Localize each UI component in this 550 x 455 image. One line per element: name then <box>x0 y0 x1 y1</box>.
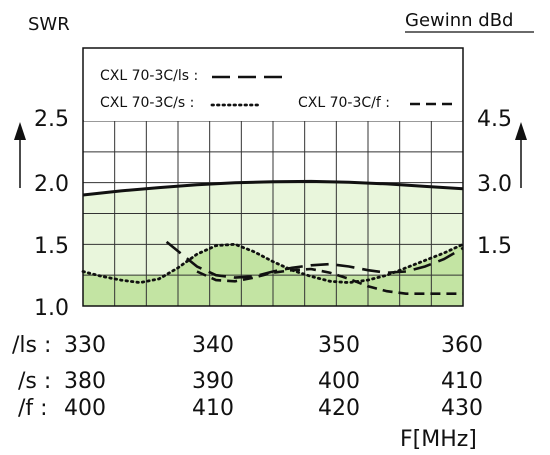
series-f-line <box>196 267 463 295</box>
legend-label-f: CXL 70-3C/f : <box>298 95 390 111</box>
x-tick-label: 380 <box>64 369 106 394</box>
left-axis-label: SWR <box>28 14 70 35</box>
right-axis-label: Gewinn dBd <box>405 10 513 31</box>
legend-label-ls: CXL 70-3C/ls : <box>100 68 198 84</box>
x-row-ls-prefix: /ls : <box>12 333 58 358</box>
left-axis-arrow <box>14 122 26 188</box>
x-tick-label: 400 <box>64 396 106 421</box>
x-tick-label: 410 <box>441 369 483 394</box>
left-tick-label: 2.0 <box>34 172 69 197</box>
right-axis-arrow <box>515 122 527 188</box>
left-tick-label: 1.0 <box>34 296 69 321</box>
x-tick-label: 430 <box>441 396 483 421</box>
right-tick-label: 1.5 <box>477 234 512 259</box>
x-row-f-prefix: /f : <box>18 396 55 421</box>
left-tick-label: 1.5 <box>34 234 69 259</box>
left-tick-label: 2.5 <box>34 107 69 132</box>
x-tick-label: 400 <box>318 369 360 394</box>
x-tick-label: 340 <box>192 333 234 358</box>
x-tick-label: 360 <box>441 333 483 358</box>
series-s-line <box>81 242 465 285</box>
right-tick-label: 4.5 <box>477 107 512 132</box>
gain-curve <box>82 179 464 197</box>
x-row-s-prefix: /s : <box>18 369 58 394</box>
x-tick-label: 330 <box>64 333 106 358</box>
legend-label-s: CXL 70-3C/s : <box>100 95 194 111</box>
legend-box <box>84 49 462 121</box>
plot-border <box>82 47 464 307</box>
x-tick-label: 420 <box>318 396 360 421</box>
series-ls-line <box>165 240 464 279</box>
x-tick-label: 350 <box>318 333 360 358</box>
x-unit-label: F[MHz] <box>400 427 477 452</box>
x-tick-label: 390 <box>192 369 234 394</box>
x-tick-label: 410 <box>192 396 234 421</box>
right-tick-label: 3.0 <box>477 172 512 197</box>
